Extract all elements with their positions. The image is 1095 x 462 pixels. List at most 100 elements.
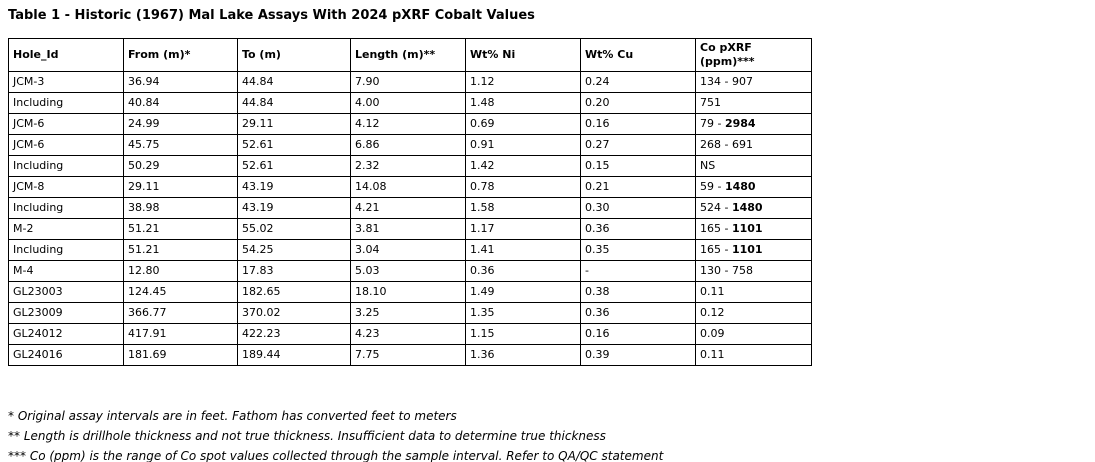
table-row: Including 50.29 52.61 2.32 1.42 0.15 NS: [8, 155, 812, 177]
cell-co-pxrf: 134 - 907: [695, 71, 812, 93]
cell-co-pxrf: 79 - 2984: [695, 113, 812, 135]
cell-from: 51.21: [123, 218, 238, 240]
cell-wt-cu: 0.15: [580, 155, 696, 177]
co-range-max-bold: 1101: [731, 222, 763, 235]
co-range-value: 268 - 691: [700, 138, 753, 151]
cell-co-pxrf: 165 - 1101: [695, 239, 812, 261]
cell-wt-ni: 1.35: [465, 302, 581, 324]
footnote-2: ** Length is drillhole thickness and not…: [8, 429, 606, 443]
cell-wt-cu: 0.30: [580, 197, 696, 219]
cell-co-pxrf: 0.11: [695, 344, 812, 366]
table-row: JCM-6 45.75 52.61 6.86 0.91 0.27 268 - 691: [8, 134, 812, 156]
cell-to: 44.84: [237, 71, 351, 93]
co-range-value: 0.11: [700, 285, 725, 298]
cell-from: 51.21: [123, 239, 238, 261]
co-range-max-bold: 1101: [731, 243, 763, 256]
co-range-max-bold: 1480: [731, 201, 763, 214]
col-header-length: Length (m)**: [350, 38, 466, 72]
cell-from: 50.29: [123, 155, 238, 177]
cell-from: 24.99: [123, 113, 238, 135]
cell-hole-id: Including: [8, 197, 124, 219]
cell-wt-ni: 1.15: [465, 323, 581, 345]
co-range-value: 751: [700, 96, 721, 109]
cell-from: 12.80: [123, 260, 238, 282]
cell-wt-cu: 0.36: [580, 302, 696, 324]
col-header-co-pxrf: Co pXRF (ppm)***: [695, 38, 812, 72]
cell-wt-ni: 1.41: [465, 239, 581, 261]
co-range-value: NS: [700, 159, 716, 172]
col-header-to: To (m): [237, 38, 351, 72]
cell-wt-ni: 0.78: [465, 176, 581, 198]
cell-length: 2.32: [350, 155, 466, 177]
co-range-value: 59 -: [700, 180, 725, 193]
cell-from: 417.91: [123, 323, 238, 345]
cell-to: 52.61: [237, 134, 351, 156]
cell-wt-ni: 0.69: [465, 113, 581, 135]
cell-hole-id: GL24012: [8, 323, 124, 345]
cell-from: 124.45: [123, 281, 238, 303]
table-row: M-2 51.21 55.02 3.81 1.17 0.36 165 - 1101: [8, 218, 812, 240]
table-row: GL23009 366.77 370.02 3.25 1.35 0.36 0.12: [8, 302, 812, 324]
table-row: JCM-6 24.99 29.11 4.12 0.69 0.16 79 - 2984: [8, 113, 812, 135]
cell-length: 3.81: [350, 218, 466, 240]
table-row: Including 51.21 54.25 3.04 1.41 0.35 165 - 110…: [8, 239, 812, 261]
cell-to: 54.25: [237, 239, 351, 261]
cell-wt-ni: 0.36: [465, 260, 581, 282]
table-row: GL24016 181.69 189.44 7.75 1.36 0.39 0.11: [8, 344, 812, 366]
cell-co-pxrf: 268 - 691: [695, 134, 812, 156]
col-header-from: From (m)*: [123, 38, 238, 72]
cell-hole-id: Including: [8, 155, 124, 177]
co-range-value: 130 - 758: [700, 264, 753, 277]
table-title: Table 1 - Historic (1967) Mal Lake Assay…: [8, 8, 535, 23]
co-range-value: 0.11: [700, 348, 725, 361]
co-range-value: 79 -: [700, 117, 725, 130]
table-row: GL24012 417.91 422.23 4.23 1.15 0.16 0.09: [8, 323, 812, 345]
cell-from: 40.84: [123, 92, 238, 114]
cell-length: 4.12: [350, 113, 466, 135]
cell-length: 18.10: [350, 281, 466, 303]
table-row: Including 38.98 43.19 4.21 1.58 0.30 524 - 148…: [8, 197, 812, 219]
cell-wt-ni: 1.42: [465, 155, 581, 177]
cell-length: 14.08: [350, 176, 466, 198]
cell-hole-id: JCM-8: [8, 176, 124, 198]
cell-co-pxrf: 524 - 1480: [695, 197, 812, 219]
cell-length: 4.23: [350, 323, 466, 345]
cell-co-pxrf: 751: [695, 92, 812, 114]
co-range-value: 134 - 907: [700, 75, 753, 88]
cell-hole-id: JCM-6: [8, 113, 124, 135]
table-row: M-4 12.80 17.83 5.03 0.36-130 - 758: [8, 260, 812, 282]
cell-from: 366.77: [123, 302, 238, 324]
cell-co-pxrf: 165 - 1101: [695, 218, 812, 240]
cell-hole-id: M-2: [8, 218, 124, 240]
col-header-hole-id: Hole_Id: [8, 38, 124, 72]
cell-length: 7.75: [350, 344, 466, 366]
cell-wt-ni: 1.48: [465, 92, 581, 114]
co-range-value: 0.09: [700, 327, 725, 340]
cell-wt-cu: 0.27: [580, 134, 696, 156]
cell-wt-cu: 0.24: [580, 71, 696, 93]
cell-from: 45.75: [123, 134, 238, 156]
cell-hole-id: JCM-6: [8, 134, 124, 156]
cell-from: 181.69: [123, 344, 238, 366]
cell-length: 4.00: [350, 92, 466, 114]
table-row: Including 40.84 44.84 4.00 1.48 0.20 751: [8, 92, 812, 114]
cell-wt-ni: 1.49: [465, 281, 581, 303]
cell-to: 370.02: [237, 302, 351, 324]
cell-to: 182.65: [237, 281, 351, 303]
cell-to: 52.61: [237, 155, 351, 177]
co-range-value: 524 -: [700, 201, 732, 214]
cell-wt-cu: 0.38: [580, 281, 696, 303]
cell-wt-cu: 0.16: [580, 323, 696, 345]
cell-to: 55.02: [237, 218, 351, 240]
cell-length: 5.03: [350, 260, 466, 282]
cell-from: 29.11: [123, 176, 238, 198]
cell-wt-ni: 1.17: [465, 218, 581, 240]
cell-hole-id: JCM-3: [8, 71, 124, 93]
cell-from: 38.98: [123, 197, 238, 219]
co-range-value: 165 -: [700, 243, 732, 256]
cell-co-pxrf: 59 - 1480: [695, 176, 812, 198]
cell-wt-ni: 0.91: [465, 134, 581, 156]
cell-co-pxrf: 130 - 758: [695, 260, 812, 282]
cell-to: 29.11: [237, 113, 351, 135]
